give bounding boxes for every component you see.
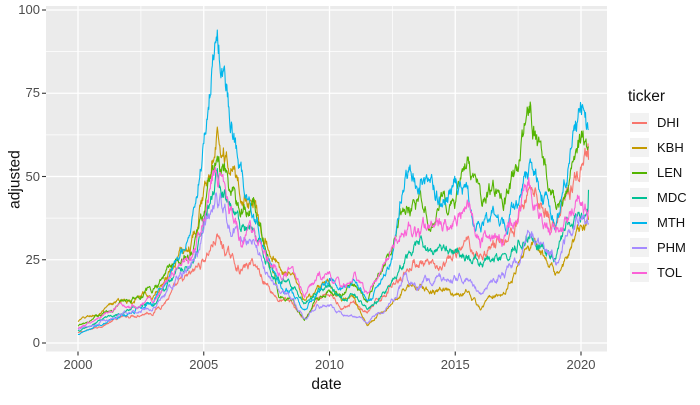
legend-entry-MDC: MDC <box>630 188 692 207</box>
x-tick-label: 2000 <box>63 357 93 372</box>
legend-swatch-line <box>632 196 647 199</box>
legend-title: ticker <box>628 88 666 105</box>
legend-label-MTH: MTH <box>657 215 686 230</box>
legend-entry-KBH: KBH <box>630 138 692 157</box>
legend-label-LEN: LEN <box>657 165 683 180</box>
legend-swatch-line <box>632 171 647 174</box>
y-tick-label: 50 <box>25 168 40 184</box>
legend-label-TOL: TOL <box>657 265 683 280</box>
legend-swatch-line <box>632 271 647 274</box>
panel-background <box>46 6 607 352</box>
legend-key-DHI <box>630 113 649 132</box>
series-group <box>77 29 590 336</box>
series-line-LEN <box>77 101 590 327</box>
series-line-MDC <box>77 167 590 332</box>
legend-swatch-line <box>632 246 647 249</box>
x-axis-title: date <box>311 376 342 393</box>
legend-label-KBH: KBH <box>657 140 684 155</box>
y-tick-label: 25 <box>25 251 40 267</box>
legend-key-LEN <box>630 163 649 182</box>
legend-label-MDC: MDC <box>657 190 687 205</box>
legend-key-TOL <box>630 263 649 282</box>
x-tick-label: 2015 <box>440 357 470 372</box>
legend-label-PHM: PHM <box>657 240 686 255</box>
x-tick-label: 2005 <box>189 357 219 372</box>
legend-entry-LEN: LEN <box>630 163 692 182</box>
legend-swatch-line <box>632 121 647 124</box>
legend-key-MTH <box>630 213 649 232</box>
legend-swatch-line <box>632 221 647 224</box>
legend-key-KBH <box>630 138 649 157</box>
y-tick-label: 100 <box>18 2 40 17</box>
legend-label-DHI: DHI <box>657 115 680 130</box>
legend-swatch-line <box>632 146 647 149</box>
x-tick-label: 2020 <box>566 357 596 372</box>
legend-entry-DHI: DHI <box>630 113 692 132</box>
legend-entry-TOL: TOL <box>630 263 692 282</box>
legend-key-PHM <box>630 238 649 257</box>
legend-entry-PHM: PHM <box>630 238 692 257</box>
series-line-TOL <box>77 166 590 329</box>
y-tick-label: 0 <box>32 335 40 350</box>
y-tick-label: 75 <box>25 85 40 101</box>
x-tick-label: 2010 <box>315 357 344 372</box>
series-line-PHM <box>77 192 590 330</box>
legend-key-MDC <box>630 188 649 207</box>
legend-entry-MTH: MTH <box>630 213 692 232</box>
